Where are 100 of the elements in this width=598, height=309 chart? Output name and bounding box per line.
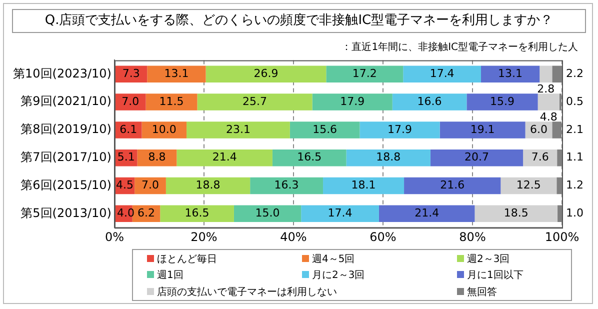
bar [142, 122, 187, 138]
bar [326, 66, 404, 83]
data-label: 20.7 [464, 150, 489, 164]
data-label: 0.5 [566, 94, 584, 108]
data-label: 21.4 [414, 206, 440, 220]
data-label: 15.6 [312, 122, 338, 136]
data-label: 16.6 [417, 94, 442, 108]
bar [346, 149, 430, 166]
bar [234, 205, 302, 222]
data-label: 15.0 [255, 206, 280, 220]
bar [430, 149, 524, 166]
data-label: 15.9 [490, 94, 515, 108]
data-label: 4.0 [116, 206, 134, 220]
data-label: 12.5 [516, 178, 541, 192]
data-label: 16.3 [274, 178, 299, 192]
bar [290, 122, 360, 138]
data-label: 21.4 [212, 150, 237, 164]
data-label: 5.1 [117, 150, 135, 164]
bar [272, 149, 346, 166]
bar [392, 94, 467, 110]
bar [404, 177, 501, 194]
bar [176, 149, 272, 166]
legend-label: ほとんど毎日 [156, 253, 218, 267]
y-tick-label: 第8回(2019/10) [20, 122, 112, 136]
bar [206, 66, 326, 83]
x-tick-label: 40% [280, 230, 307, 244]
data-label: 17.4 [328, 206, 352, 220]
data-label: 4.5 [116, 178, 134, 192]
bar [466, 94, 538, 110]
data-label: 11.5 [159, 94, 184, 108]
data-label: 6.1 [120, 122, 138, 136]
data-label: 18.8 [196, 178, 220, 192]
bar [301, 205, 379, 222]
bar [540, 66, 552, 83]
data-label: 1.1 [566, 150, 584, 164]
legend-label: 月に2～3回 [311, 269, 366, 284]
bar [312, 94, 392, 110]
data-label: 7.0 [122, 94, 140, 108]
legend-label: 月に1回以下 [466, 268, 524, 284]
data-label: 10.0 [152, 122, 176, 136]
legend-label: 週2～3回 [466, 253, 511, 267]
data-label: 2.2 [566, 67, 584, 80]
bar [147, 66, 206, 83]
bar [323, 177, 404, 194]
data-label: 1.0 [566, 206, 584, 220]
data-label: 1.2 [566, 178, 584, 192]
bar [197, 94, 312, 110]
bar [114, 94, 146, 110]
bar [160, 205, 234, 222]
y-tick-label: 第6回(2015/10) [20, 178, 112, 192]
legend-label: 週4～5回 [311, 253, 356, 267]
y-tick-label: 第10回(2023/10) [13, 66, 112, 80]
legend-label: 店頭の支払いで電子マネーは利用しない [156, 286, 338, 300]
x-tick-label: 100% [544, 230, 580, 244]
data-label: 7.0 [142, 178, 160, 192]
data-label: 16.5 [297, 150, 322, 164]
bar [250, 177, 324, 194]
x-tick-label: 20% [190, 230, 218, 244]
data-label: 4.8 [540, 110, 558, 124]
data-label: 2.8 [537, 82, 555, 96]
legend-label: 無回答 [466, 286, 498, 300]
data-label: 17.2 [352, 67, 377, 80]
bar [440, 122, 526, 138]
data-label: 6.0 [530, 122, 548, 136]
x-tick-label: 0% [104, 230, 124, 244]
bar [403, 66, 481, 83]
data-label: 13.1 [498, 67, 523, 80]
bar [146, 94, 198, 110]
bar [500, 177, 557, 194]
data-label: 17.9 [340, 94, 365, 108]
data-label: 17.9 [388, 122, 412, 136]
data-label: 25.7 [242, 94, 268, 108]
data-label: 7.6 [531, 150, 549, 164]
bar [481, 66, 540, 83]
y-tick-label: 第5回(2013/10) [20, 206, 112, 220]
data-label: 17.4 [430, 67, 454, 80]
data-label: 6.2 [138, 206, 156, 220]
bar [538, 94, 560, 110]
legend-label: 週1回 [156, 269, 184, 284]
bar [474, 205, 558, 222]
data-label: 2.1 [566, 122, 584, 136]
data-label: 18.8 [376, 150, 401, 164]
data-label: 18.1 [351, 178, 376, 192]
data-label: 19.1 [470, 122, 495, 136]
bar [378, 205, 475, 222]
bar [186, 122, 290, 138]
y-tick-label: 第7回(2017/10) [20, 150, 112, 164]
bar [166, 177, 250, 194]
data-label: 16.5 [184, 206, 210, 220]
y-tick-label: 第9回(2021/10) [20, 94, 112, 108]
data-label: 13.1 [164, 67, 189, 80]
data-label: 21.6 [440, 178, 465, 192]
x-tick-label: 60% [370, 230, 396, 244]
data-label: 18.5 [504, 206, 528, 220]
chart-title: Q.店頭で支払いをする際、どのくらいの頻度で非接触IC型電子マネーを利用しますか？ [12, 9, 586, 33]
x-tick-label: 80% [459, 230, 486, 244]
bar [360, 122, 440, 138]
text: ：直近1年間に、非接触IC型電子マネーを利用した人 [342, 40, 578, 54]
data-label: 26.9 [254, 67, 278, 80]
data-label: 8.8 [148, 150, 166, 164]
